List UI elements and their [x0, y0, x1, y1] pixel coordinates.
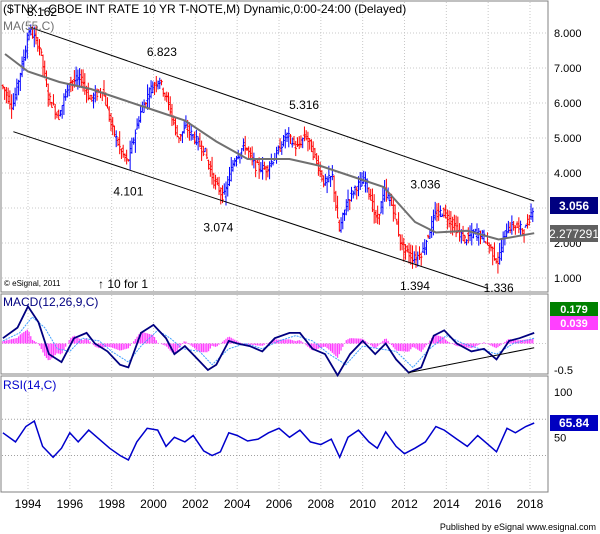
price-gridlines [2, 2, 548, 291]
price-y-tick: 6.000 [554, 98, 582, 110]
price-y-tick: 8.000 [554, 28, 582, 40]
rsi-y-axis: 100 50 [554, 387, 572, 444]
chart-title: ($TNX - CBOE INT RATE 10 YR T-NOTE,M) Dy… [3, 2, 406, 16]
x-tick-label: 2002 [182, 497, 209, 511]
x-axis: 1994 1996 1998 2000 2002 2004 2006 2008 2010 2012… [15, 497, 544, 511]
price-y-tick: 7.000 [554, 63, 582, 75]
last-price-badge: 3.056 [550, 197, 598, 214]
x-tick-label: 2010 [349, 497, 376, 511]
annotation-label: 6.823 [147, 45, 177, 59]
channel-upper-line [29, 26, 535, 202]
split-note: ↑ 10 for 1 [98, 277, 148, 291]
rsi-panel-frame [0, 375, 549, 493]
x-tick-label: 2006 [266, 497, 293, 511]
annotation-label: 1.336 [484, 281, 514, 295]
x-tick-label: 2004 [224, 497, 251, 511]
x-tick-label: 1998 [98, 497, 125, 511]
signal-value-badge: 0.039 [550, 316, 598, 330]
macd-value-badge: 0.179 [550, 302, 598, 316]
rsi-line [2, 419, 535, 462]
price-candles [1, 24, 534, 274]
rsi-y-tick: 50 [554, 432, 566, 444]
annotation-label: 3.036 [410, 178, 440, 192]
price-y-tick: 4.000 [554, 168, 582, 180]
copyright-note: © eSignal, 2011 [4, 279, 61, 288]
rsi-title: RSI(14,C) [3, 378, 56, 392]
footer-credit: Published by eSignal www.esignal.com [440, 522, 596, 532]
annotation-label: 4.101 [113, 184, 143, 198]
x-tick-label: 2008 [307, 497, 334, 511]
x-tick-label: 2016 [475, 497, 502, 511]
annotation-label: 5.316 [289, 98, 319, 112]
rsi-value: 65.84 [559, 416, 589, 430]
annotation-label: 1.394 [400, 279, 430, 293]
x-tick-label: 2014 [433, 497, 460, 511]
annotation-label: 3.074 [203, 220, 233, 234]
macd-signal-line [2, 316, 535, 369]
macd-line [2, 304, 535, 378]
signal-value: 0.039 [560, 318, 588, 330]
macd-y-tick: -0.5 [554, 365, 573, 377]
macd-title: MACD(12,26,9,C) [3, 295, 98, 309]
price-y-tick: 1.000 [554, 273, 582, 285]
ma-value: 2.277291 [549, 227, 599, 241]
price-y-tick: 5.000 [554, 133, 582, 145]
price-panel-frame [0, 0, 549, 293]
rsi-value-badge: 65.84 [550, 415, 598, 431]
macd-panel-frame [0, 293, 549, 375]
ma-value-badge: 2.277291 [549, 225, 599, 242]
moving-average-line [4, 53, 535, 241]
rsi-y-tick: 100 [554, 387, 572, 399]
x-tick-label: 2012 [391, 497, 418, 511]
annotation-label: 8.162 [27, 5, 57, 19]
macd-value: 0.179 [560, 304, 588, 316]
x-tick-label: 2000 [140, 497, 167, 511]
channel-lower-line [13, 131, 489, 289]
last-price-value: 3.056 [559, 199, 589, 213]
x-tick-label: 1994 [15, 497, 42, 511]
x-tick-label: 1996 [56, 497, 83, 511]
price-annotations: 8.162 6.823 4.101 3.074 5.316 3.036 1.394 1.336 [27, 5, 514, 295]
x-tick-label: 2018 [517, 497, 544, 511]
macd-trendline [408, 347, 535, 374]
ma-legend: MA(55,C) [3, 19, 54, 33]
